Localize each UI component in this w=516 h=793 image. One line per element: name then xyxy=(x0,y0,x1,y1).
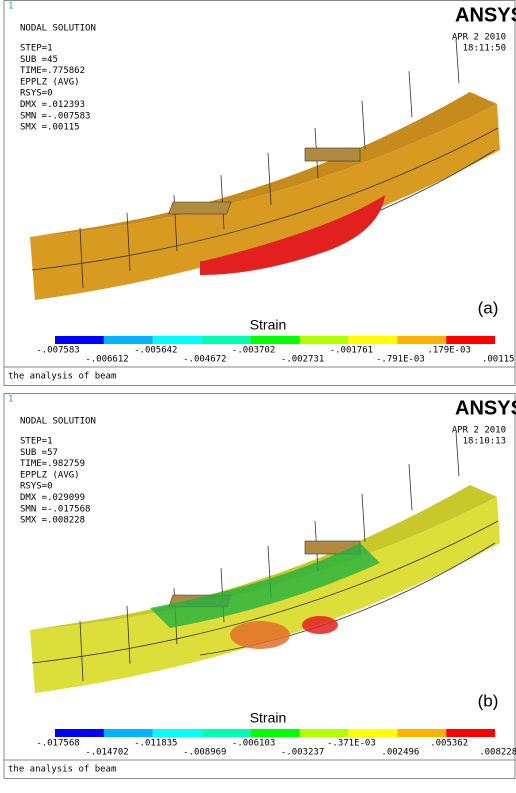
corner-number: 1 xyxy=(8,395,13,405)
time: 18:10:13 xyxy=(463,437,506,447)
scale-label: -.008969 xyxy=(183,748,226,758)
scale-label: -.791E-03 xyxy=(376,355,425,365)
color-band xyxy=(348,336,397,344)
info-line: SMX =.00115 xyxy=(20,123,80,133)
solution-title: NODAL SOLUTION xyxy=(20,24,96,34)
scale-label: -.004672 xyxy=(183,355,226,365)
color-band xyxy=(300,729,349,737)
scale-label: -.003237 xyxy=(281,748,324,758)
scale-label: .005362 xyxy=(430,739,468,749)
panel-label: (b) xyxy=(478,691,499,710)
scale-label: -.006612 xyxy=(85,355,128,365)
color-band xyxy=(446,729,495,737)
color-band xyxy=(397,729,446,737)
scale-label: -.371E-03 xyxy=(327,739,376,749)
legend-title: Strain xyxy=(250,317,287,333)
color-band xyxy=(446,336,495,344)
info-line: TIME=.775862 xyxy=(20,66,85,76)
date: APR 2 2010 xyxy=(452,33,506,43)
color-band xyxy=(55,336,104,344)
scale-label: -.011835 xyxy=(134,739,177,749)
color-band xyxy=(153,336,202,344)
scale-label: .002496 xyxy=(381,748,419,758)
date: APR 2 2010 xyxy=(452,426,506,436)
color-band xyxy=(202,729,251,737)
info-line: SMX =.008228 xyxy=(20,516,85,526)
color-band xyxy=(202,336,251,344)
color-band xyxy=(104,729,153,737)
scale-label: -.003702 xyxy=(232,346,275,356)
color-band xyxy=(104,336,153,344)
scale-label: -.014702 xyxy=(85,748,128,758)
scale-label: -.001761 xyxy=(330,346,373,356)
color-band xyxy=(153,729,202,737)
figure: 1NODAL SOLUTIONSTEP=1SUB =45TIME=.775862… xyxy=(0,0,516,793)
time: 18:11:50 xyxy=(463,44,506,54)
load-plate xyxy=(305,148,360,161)
color-band xyxy=(397,336,446,344)
strain-zone xyxy=(302,616,338,634)
color-band xyxy=(348,729,397,737)
scale-label: -.007583 xyxy=(36,346,79,356)
solution-title: NODAL SOLUTION xyxy=(20,417,96,427)
color-band xyxy=(251,729,300,737)
info-line: SMN =-.017568 xyxy=(20,504,90,514)
load-plate xyxy=(169,202,231,214)
scale-label: -.002731 xyxy=(281,355,324,365)
footer: the analysis of beam xyxy=(8,372,116,382)
info-line: STEP=1 xyxy=(20,44,53,54)
info-line: SUB =45 xyxy=(20,55,58,65)
info-line: STEP=1 xyxy=(20,437,53,447)
panel-label: (a) xyxy=(478,298,499,317)
info-line: RSYS=0 xyxy=(20,89,53,99)
scale-label: -.006103 xyxy=(232,739,275,749)
info-line: SUB =57 xyxy=(20,448,58,458)
color-band xyxy=(251,336,300,344)
footer: the analysis of beam xyxy=(8,765,116,775)
strain-zone xyxy=(230,621,290,649)
logo: ANSYS xyxy=(455,4,516,26)
logo: ANSYS xyxy=(455,397,516,419)
legend-title: Strain xyxy=(250,710,287,726)
scale-label: .179E-03 xyxy=(428,346,471,356)
color-band xyxy=(300,336,349,344)
scale-label: -.005642 xyxy=(134,346,177,356)
info-line: RSYS=0 xyxy=(20,482,53,492)
page: {"panels":[ {"corner":"1","title":"NODAL… xyxy=(0,0,516,793)
info-line: SMN =-.007583 xyxy=(20,111,90,121)
corner-number: 1 xyxy=(8,2,13,12)
scale-label: .008228 xyxy=(479,748,516,758)
scale-label: -.017568 xyxy=(36,739,79,749)
info-line: EPPLZ (AVG) xyxy=(20,470,80,480)
info-line: DMX =.029099 xyxy=(20,493,85,503)
info-line: EPPLZ (AVG) xyxy=(20,77,80,87)
color-band xyxy=(55,729,104,737)
info-line: DMX =.012393 xyxy=(20,100,85,110)
info-line: TIME=.982759 xyxy=(20,459,85,469)
scale-label: .00115 xyxy=(482,355,515,365)
